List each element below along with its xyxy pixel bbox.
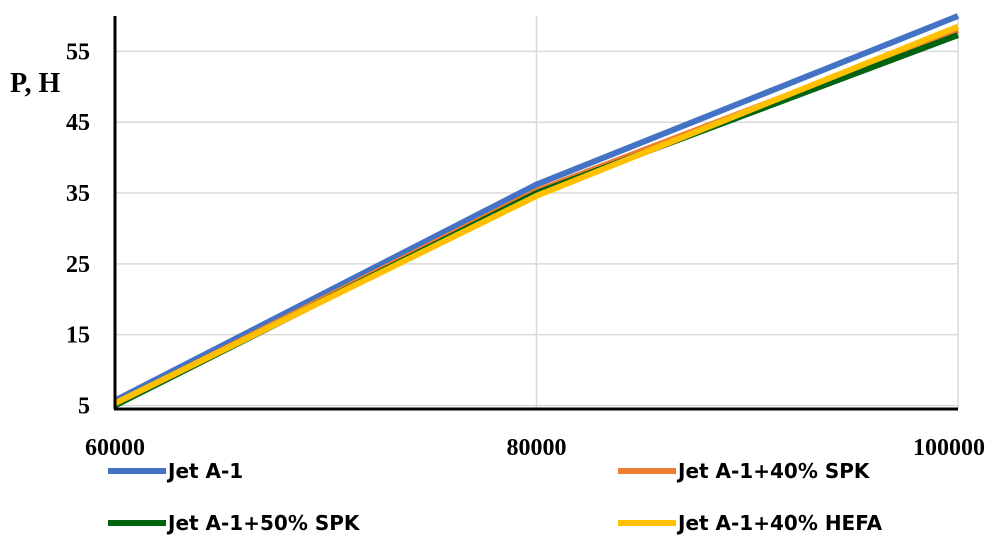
legend: Jet A-1 Jet A-1+40% SPK Jet A-1+50% SPK Jet…	[108, 459, 883, 535]
series-lines	[113, 13, 960, 409]
y-tick-label-5: 5	[78, 393, 90, 419]
y-tick-label-25: 25	[66, 252, 90, 278]
x-tick-label-60000: 60000	[85, 435, 145, 461]
y-tick-labels: 5 15 25 35 45 55	[66, 39, 90, 419]
y-tick-label-35: 35	[66, 181, 90, 207]
legend-label-1: Jet A-1+40% SPK	[676, 459, 871, 483]
y-tick-label-55: 55	[66, 39, 90, 65]
legend-label-3: Jet A-1+40% HEFA	[676, 511, 883, 535]
y-axis-label: P, H	[10, 68, 61, 99]
series-line-3	[113, 23, 960, 406]
legend-label-2: Jet A-1+50% SPK	[166, 511, 361, 535]
x-tick-labels: 60000 80000 100000	[85, 435, 985, 461]
legend-label-0: Jet A-1	[166, 459, 243, 483]
axes	[113, 16, 958, 411]
y-tick-label-15: 15	[66, 323, 90, 349]
series-line-0	[113, 13, 960, 404]
x-tick-label-100000: 100000	[913, 435, 985, 461]
x-tick-label-80000: 80000	[507, 435, 567, 461]
y-tick-label-45: 45	[66, 110, 90, 136]
